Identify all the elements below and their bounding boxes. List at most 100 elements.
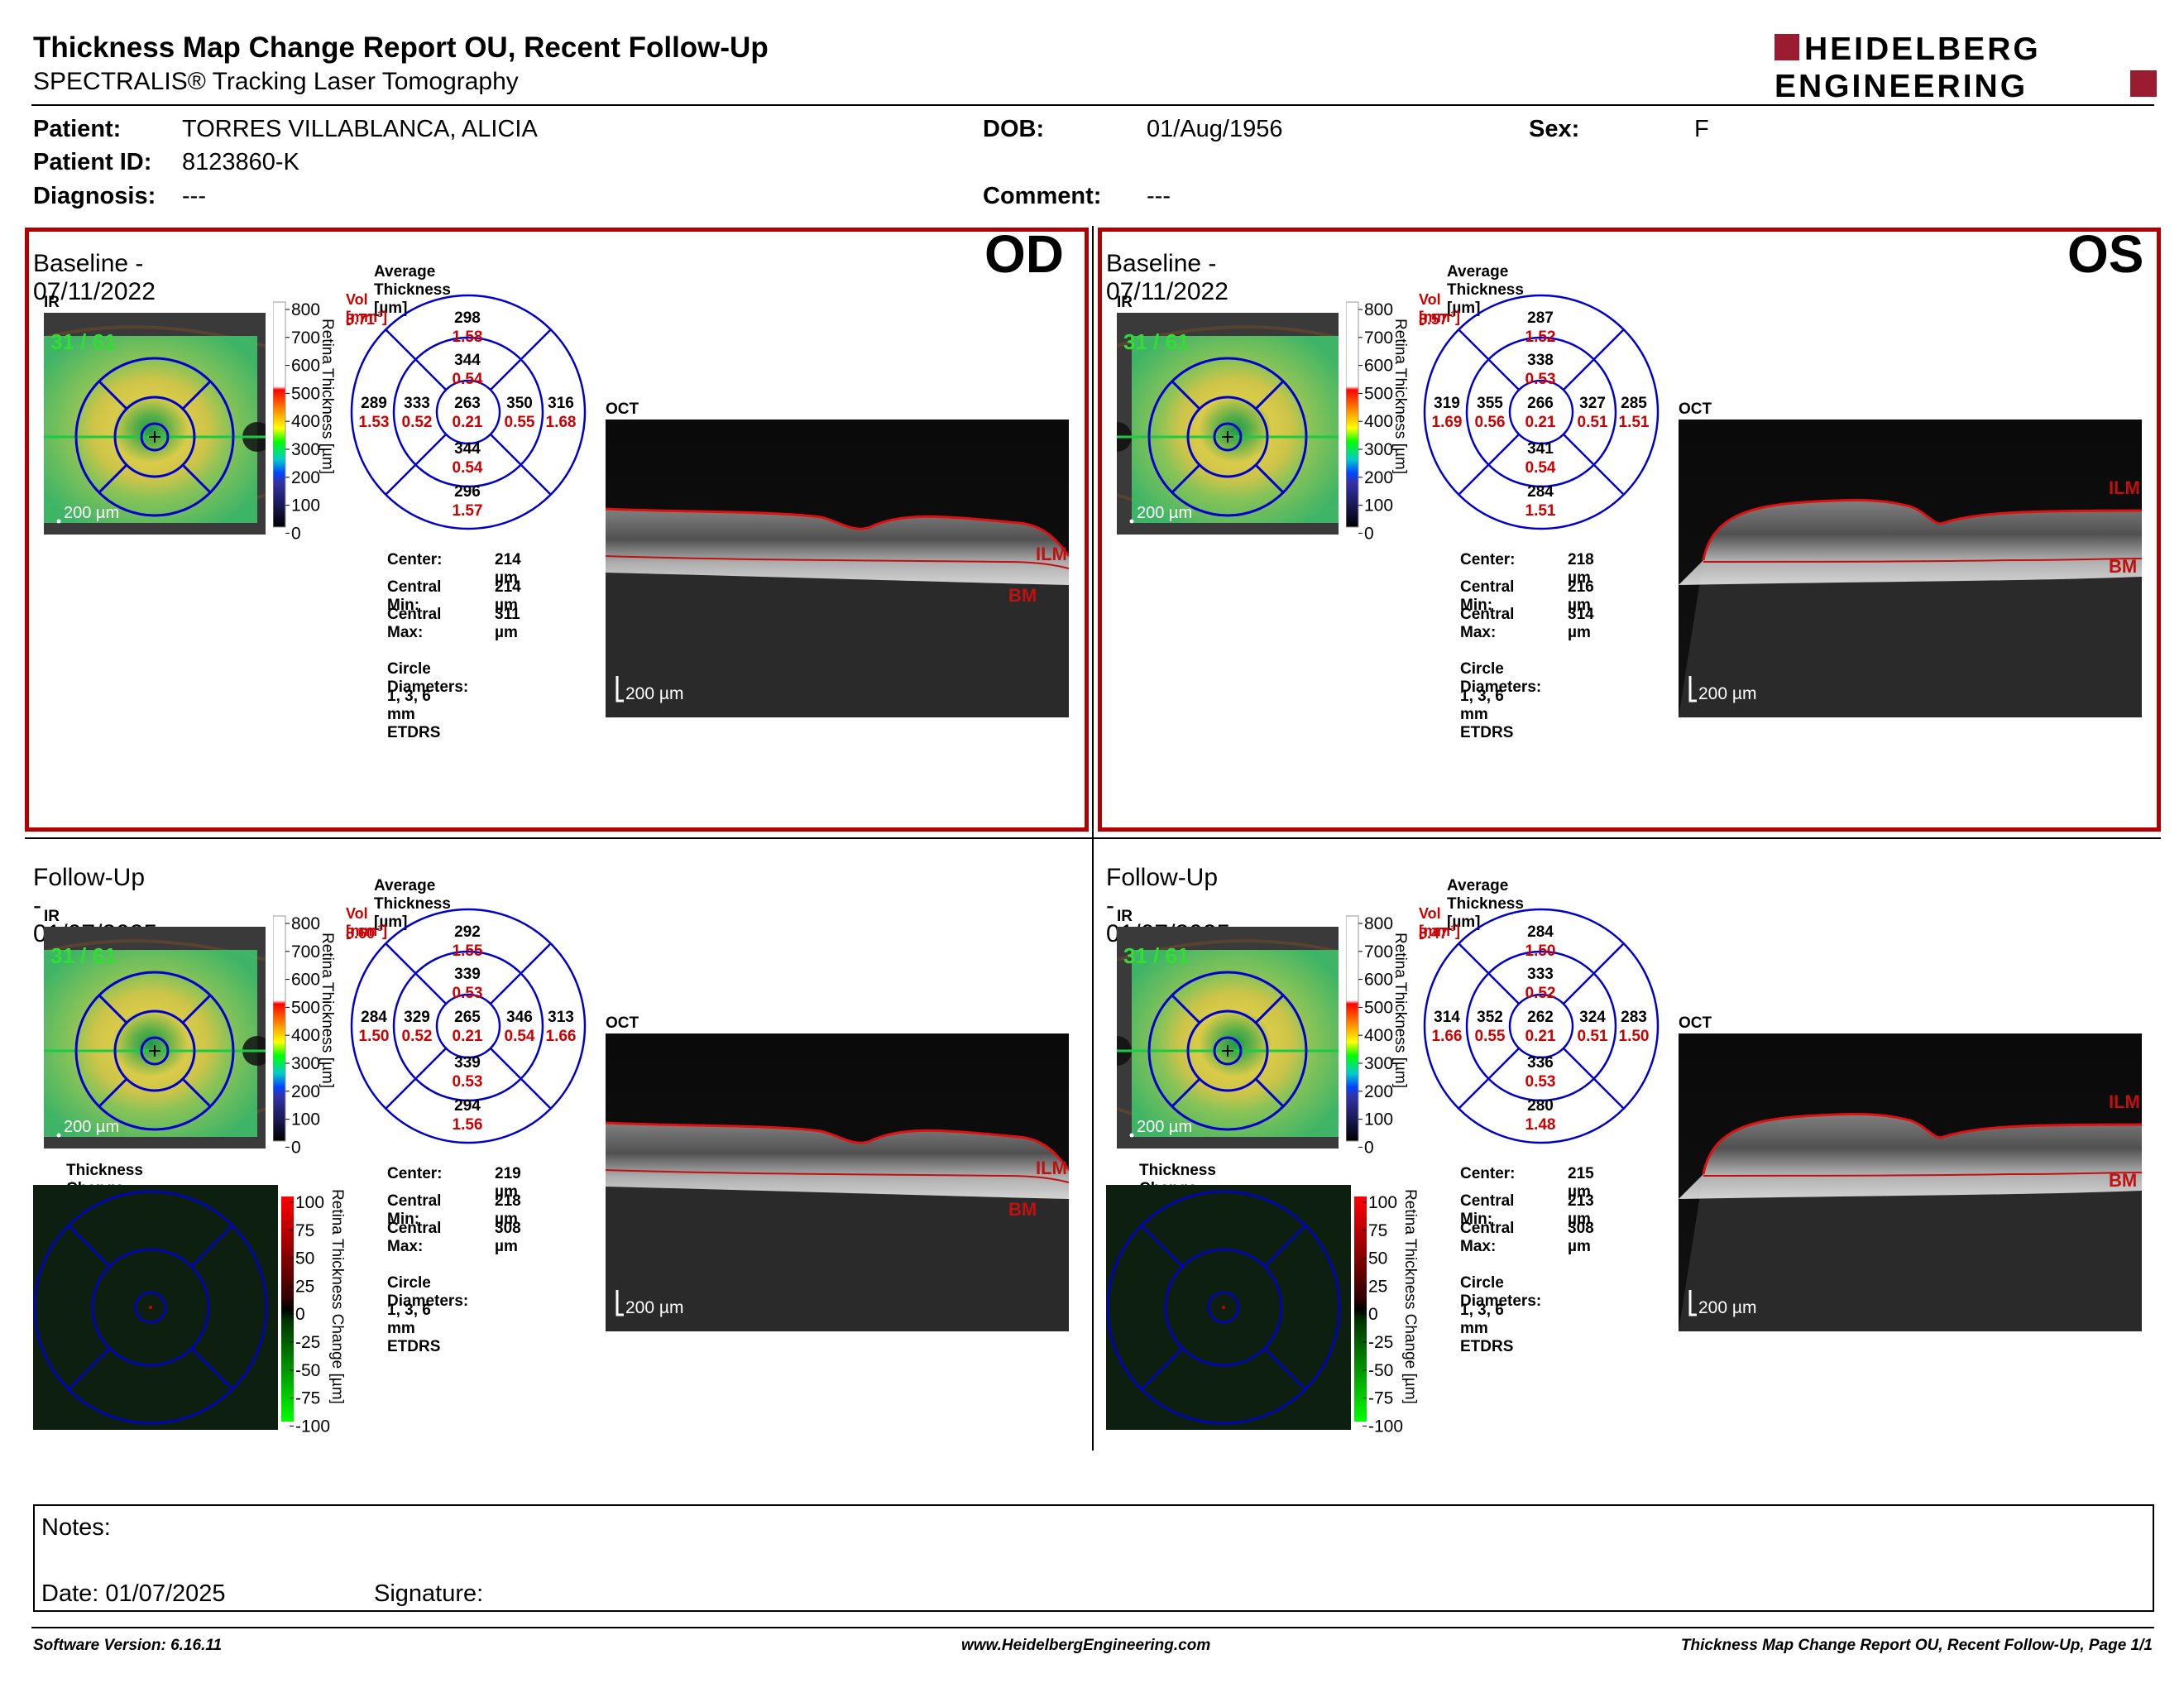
- colorbar-tick-label: 25: [1368, 1277, 1387, 1296]
- oct-bscan: ILM BM 200 µm: [606, 1033, 1069, 1331]
- svg-text:BM: BM: [1008, 1199, 1037, 1220]
- vol-label: Vol [mm³]: [346, 291, 387, 325]
- colorbar-tick-label: 800: [291, 300, 320, 319]
- colorbar-tick-label: 0: [1368, 1305, 1378, 1324]
- svg-text:BM: BM: [1008, 585, 1037, 606]
- thickness-colorbar: 800 700 600 500 400 300 200 100 0 Retina Thickne…: [273, 914, 336, 1156]
- inner-inferior-sector-thickness: 336: [1527, 1054, 1554, 1072]
- central-min-label: Central Min:: [1460, 1192, 1515, 1228]
- thickness-change-map[interactable]: [33, 1185, 278, 1430]
- outer-left-sector-thickness: 319: [1434, 395, 1460, 412]
- inner-superior-sector-volume: 0.52: [1525, 985, 1556, 1002]
- svg-text:HEIDELBERG: HEIDELBERG: [1804, 31, 2041, 67]
- inner-superior-sector-thickness: 344: [454, 352, 481, 369]
- central-max-label: Central Max:: [1460, 606, 1515, 641]
- colorbar-tick-label: 100: [1364, 1110, 1393, 1129]
- outer-inferior-sector-volume: 1.51: [1525, 502, 1556, 520]
- central-max-label: Central Max:: [387, 606, 442, 641]
- outer-inferior-sector-volume: 1.48: [1525, 1116, 1556, 1134]
- inner-superior-sector-thickness: 338: [1527, 352, 1554, 369]
- patient-name: TORRES VILLABLANCA, ALICIA: [182, 116, 538, 142]
- center-label: Center:: [1460, 1165, 1516, 1182]
- svg-text:200 µm: 200 µm: [1698, 1298, 1756, 1317]
- avg-thickness-title: Average Thickness [µm]: [374, 877, 451, 931]
- center-value: 218 µm: [1568, 551, 1594, 587]
- outer-left-sector-volume: 1.66: [1432, 1028, 1463, 1045]
- outer-inferior-sector-thickness: 280: [1527, 1097, 1554, 1115]
- website-link[interactable]: www.HeidelbergEngineering.com: [961, 1637, 1211, 1654]
- circle-diameters-value: 1, 3, 6 mm ETDRS: [387, 1302, 441, 1355]
- svg-text:31 / 61: 31 / 61: [1123, 943, 1190, 968]
- thickness-change-map[interactable]: [1106, 1185, 1351, 1430]
- central-min-label: Central Min:: [387, 578, 442, 614]
- colorbar-tick-label: 0: [1364, 524, 1374, 542]
- circle-diameters-label: Circle Diameters:: [387, 660, 469, 696]
- colorbar-tick-label: 700: [291, 328, 320, 348]
- colorbar-tick-label: 100: [291, 496, 320, 516]
- central-max-value: 308 µm: [495, 1220, 521, 1255]
- software-version: Software Version: 6.16.11: [33, 1637, 223, 1654]
- colorbar-tick-label: -75: [1368, 1389, 1393, 1408]
- ir-thickness-map: 31 / 61 200 µm: [44, 927, 266, 1149]
- inner-left-sector-volume: 0.56: [1475, 414, 1506, 431]
- report-title: Thickness Map Change Report OU, Recent F…: [33, 31, 769, 64]
- outer-right-sector-thickness: 285: [1621, 395, 1647, 412]
- central-min-value: 216 µm: [1568, 578, 1594, 614]
- patient-id: 8123860-K: [182, 149, 299, 175]
- central-max-value: 314 µm: [1568, 606, 1594, 641]
- heidelberg-logo: HEIDELBERG ENGINEERING: [1774, 31, 2157, 104]
- inner-inferior-sector-thickness: 344: [454, 440, 481, 458]
- central-min-label: Central Min:: [1460, 578, 1515, 614]
- svg-text:ILM: ILM: [2109, 477, 2140, 498]
- notes-box[interactable]: Notes: Date: 01/07/2025 Signature:: [33, 1504, 2154, 1612]
- etdrs-sector-grid: 265 0.21 339 0.53 339 0.53 329 0.52 346 …: [350, 908, 587, 1144]
- circle-diameters-value: 1, 3, 6 mm ETDRS: [1460, 688, 1514, 741]
- inner-right-sector-volume: 0.51: [1578, 414, 1608, 431]
- colorbar-tick-label: -50: [295, 1361, 320, 1380]
- inner-superior-sector-thickness: 333: [1527, 966, 1554, 983]
- report-subtitle: SPECTRALIS® Tracking Laser Tomography: [33, 68, 519, 95]
- inner-inferior-sector-volume: 0.53: [1525, 1073, 1556, 1091]
- outer-left-sector-volume: 1.53: [359, 414, 390, 431]
- svg-text:BM: BM: [2109, 556, 2137, 577]
- inner-superior-sector-volume: 0.54: [453, 371, 483, 388]
- outer-right-sector-thickness: 283: [1621, 1009, 1647, 1026]
- outer-superior-sector-thickness: 287: [1527, 309, 1554, 327]
- inner-left-sector-volume: 0.52: [402, 414, 433, 431]
- colorbar-tick-label: 200: [1364, 468, 1393, 487]
- oct-bscan: ILM BM 200 µm: [606, 420, 1069, 717]
- colorbar-tick-label: 200: [1364, 1082, 1393, 1101]
- footer-rule: [31, 1627, 2154, 1628]
- inner-left-sector-volume: 0.52: [402, 1028, 433, 1045]
- thickness-colorbar: 800 700 600 500 400 300 200 100 0 Retina Thickne…: [273, 300, 336, 542]
- colorbar-tick-label: 600: [291, 971, 320, 990]
- center-label: Center:: [387, 551, 443, 568]
- center-sector-volume: 0.21: [1525, 1028, 1556, 1045]
- outer-right-sector-thickness: 313: [548, 1009, 574, 1026]
- vol-value: 8.60: [346, 925, 376, 942]
- svg-text:200 µm: 200 µm: [64, 1118, 119, 1136]
- svg-text:Retina Thickness Change [µm]: Retina Thickness Change [µm]: [328, 1189, 346, 1404]
- colorbar-tick-label: 700: [291, 942, 320, 961]
- outer-superior-sector-volume: 1.50: [1525, 942, 1556, 960]
- inner-right-sector-thickness: 346: [506, 1009, 533, 1026]
- colorbar-tick-label: 100: [291, 1110, 320, 1129]
- avg-thickness-title: Average Thickness [µm]: [1447, 263, 1524, 317]
- inner-left-sector-volume: 0.55: [1475, 1028, 1506, 1045]
- thickness-colorbar: 800 700 600 500 400 300 200 100 0 Retina Thickne…: [1346, 914, 1409, 1156]
- circle-diameters-value: 1, 3, 6 mm ETDRS: [1460, 1302, 1514, 1355]
- vol-label: Vol [mm³]: [1419, 905, 1460, 939]
- colorbar-tick-label: 800: [1364, 914, 1393, 933]
- svg-text:200 µm: 200 µm: [64, 504, 119, 522]
- outer-superior-sector-thickness: 292: [454, 923, 481, 941]
- outer-left-sector-thickness: 314: [1434, 1009, 1460, 1026]
- outer-left-sector-volume: 1.50: [359, 1028, 390, 1045]
- colorbar-tick-label: -75: [295, 1389, 320, 1408]
- vol-value: 8.57: [1419, 311, 1449, 328]
- colorbar-tick-label: 200: [291, 1082, 320, 1101]
- colorbar-tick-label: 25: [295, 1277, 314, 1296]
- avg-thickness-title: Average Thickness [µm]: [374, 263, 451, 317]
- inner-superior-sector-volume: 0.53: [1525, 371, 1556, 388]
- dob-label: DOB:: [983, 116, 1045, 142]
- thickness-change-colorbar: 100 75 50 25 0 -25 -50 -75 -100 Retina Thickness…: [281, 1189, 346, 1433]
